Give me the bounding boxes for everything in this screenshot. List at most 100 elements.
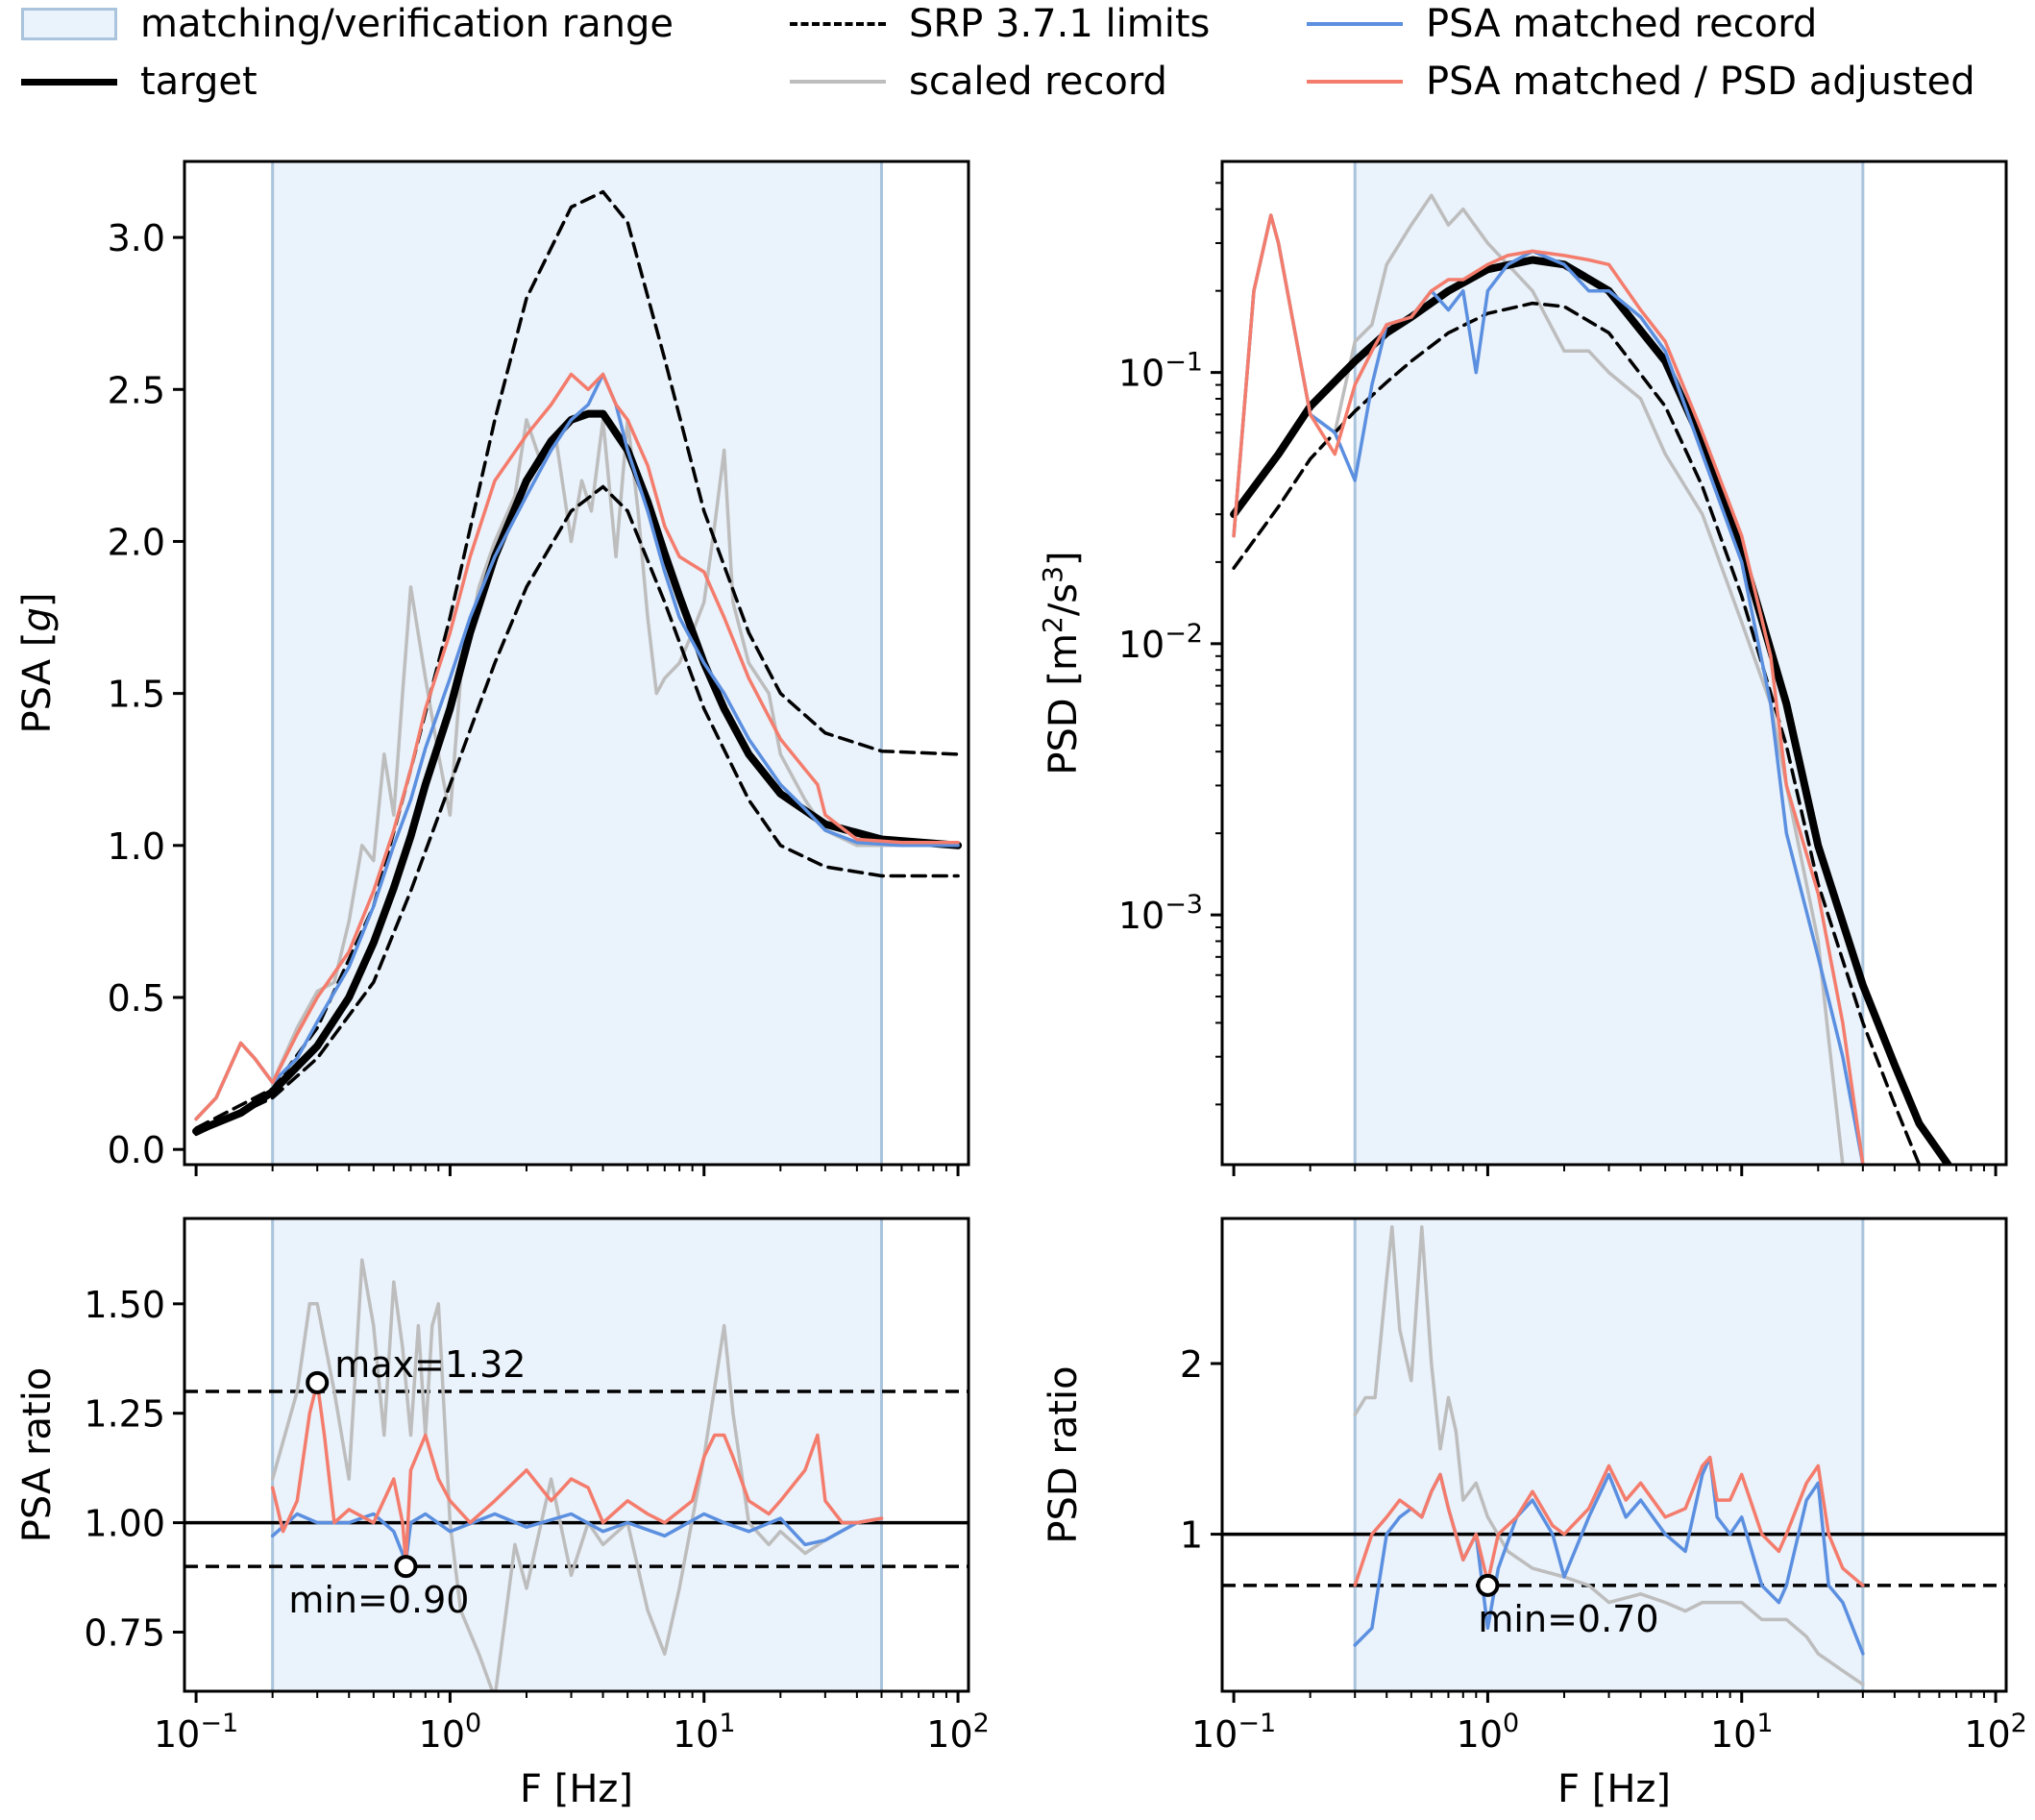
- x-tick-exp: 1: [719, 1709, 735, 1738]
- y-tick-base: 10: [1118, 353, 1165, 395]
- x-tick-exp: 1: [1756, 1709, 1773, 1738]
- legend-label: PSA matched record: [1426, 2, 1818, 46]
- verification-band: [272, 1218, 882, 1691]
- y-tick-label: 10−3: [1118, 890, 1203, 937]
- legend-label: target: [140, 60, 257, 104]
- plot-area: [192, 189, 963, 1137]
- legend-label: matching/verification range: [140, 2, 674, 46]
- y-tick-base: 10: [1118, 895, 1165, 937]
- marker-point: [306, 1370, 330, 1394]
- series-line-lower: [194, 484, 960, 1137]
- y-tick-label: 2: [1180, 1343, 1203, 1386]
- x-tick-label: 102: [926, 1709, 990, 1756]
- y-label-part: ]: [15, 593, 60, 608]
- y-tick-exp: −2: [1165, 619, 1203, 649]
- series-line-matched: [270, 1512, 884, 1564]
- legend-swatch: [1307, 58, 1403, 106]
- y-tick-label: 10−1: [1118, 348, 1203, 395]
- x-tick-base: 10: [419, 1713, 465, 1756]
- y-tick-label: 0.75: [84, 1612, 165, 1655]
- y-tick-label: 1.5: [108, 674, 165, 716]
- x-tick-base: 10: [673, 1713, 719, 1756]
- x-tick-base: 10: [1964, 1713, 2010, 1756]
- x-tick-base: 10: [154, 1713, 200, 1756]
- series-line-target: [1230, 256, 1952, 1165]
- y-axis-label: PSD ratio: [1042, 1365, 1086, 1543]
- legend-item: PSA matched record: [1307, 0, 1817, 48]
- legend-label: SRP 3.7.1 limits: [909, 2, 1211, 46]
- x-axis-label: F [Hz]: [1557, 1767, 1671, 1811]
- series-line-adjusted: [1232, 213, 1865, 1165]
- series-line-scaled: [1353, 1225, 1865, 1686]
- chart-psa: 0.0 0.5 1.0 1.5 2.0 2.5 3.0 PSA [g]: [15, 160, 970, 1176]
- x-tick-base: 10: [1710, 1713, 1756, 1756]
- axes-frame: [1220, 1217, 2008, 1693]
- marker-label: min=0.70: [1478, 1598, 1658, 1640]
- x-tick-label: 100: [1457, 1709, 1520, 1756]
- series-line-adjusted: [270, 1381, 884, 1564]
- legend-swatch: [21, 58, 117, 106]
- y-label-part: 2: [1037, 616, 1068, 633]
- x-tick-label: 101: [1710, 1709, 1774, 1756]
- y-label-part: g: [15, 607, 60, 631]
- x-tick-exp: 2: [973, 1709, 990, 1738]
- y-tick-label: 1.25: [84, 1393, 165, 1436]
- axes-frame: [183, 160, 970, 1167]
- marker-point: [1476, 1573, 1500, 1597]
- axes-frame: [1220, 160, 2008, 1167]
- x-tick-exp: −1: [1238, 1709, 1276, 1738]
- legend-swatch: [790, 0, 886, 48]
- y-tick-label: 0.5: [108, 977, 165, 1020]
- legend: matching/verification range SRP 3.7.1 lim…: [0, 0, 2035, 115]
- x-tick-label: 102: [1964, 1709, 2027, 1756]
- y-axis-label: PSA [g]: [15, 593, 60, 734]
- y-tick-label: 0.0: [108, 1129, 165, 1171]
- x-tick-label: 10−1: [154, 1709, 238, 1756]
- plot-area: [1230, 193, 1952, 1165]
- legend-item: SRP 3.7.1 limits: [790, 0, 1210, 48]
- y-tick-label: 1.0: [108, 825, 165, 868]
- x-tick-label: 101: [673, 1709, 736, 1756]
- x-tick-label: 10−1: [1191, 1709, 1276, 1756]
- y-axis-label: PSA ratio: [15, 1367, 60, 1543]
- legend-item: matching/verification range: [21, 0, 674, 48]
- y-tick-base: 10: [1118, 624, 1165, 666]
- x-tick-exp: 0: [1503, 1709, 1519, 1738]
- y-tick-label: 3.0: [108, 217, 165, 259]
- y-tick-label: 1.50: [84, 1284, 165, 1326]
- x-tick-label: 100: [419, 1709, 482, 1756]
- x-axis-label: F [Hz]: [520, 1767, 633, 1811]
- legend-swatch: [21, 8, 117, 40]
- y-tick-label: 10−2: [1118, 619, 1203, 666]
- series-line-scaled: [270, 1258, 884, 1691]
- x-tick-exp: 2: [2011, 1709, 2027, 1738]
- legend-swatch: [790, 58, 886, 106]
- legend-item: PSA matched / PSD adjusted: [1307, 58, 1975, 106]
- series-line-matched: [194, 372, 960, 1121]
- series-line-lower: [1232, 301, 1922, 1165]
- series-line-matched: [1232, 213, 1865, 1165]
- y-axis-label: PSD [m2/s3]: [1037, 551, 1086, 775]
- x-tick-exp: −1: [200, 1709, 238, 1738]
- y-label-part: 3: [1037, 566, 1068, 583]
- y-tick-label: 2.0: [108, 521, 165, 563]
- x-tick-base: 10: [926, 1713, 972, 1756]
- x-tick-exp: 0: [465, 1709, 481, 1738]
- y-tick-label: 1: [1180, 1514, 1203, 1557]
- y-tick-label: 2.5: [108, 369, 165, 411]
- y-label-part: PSA [: [15, 632, 60, 734]
- series-line-target: [192, 409, 963, 1136]
- x-tick-base: 10: [1457, 1713, 1503, 1756]
- y-tick-exp: −3: [1165, 890, 1203, 920]
- legend-item: target: [21, 58, 257, 106]
- series-line-adjusted: [194, 372, 960, 1121]
- legend-swatch: [1307, 0, 1403, 48]
- x-tick-base: 10: [1191, 1713, 1238, 1756]
- y-label-part: ]: [1042, 551, 1086, 566]
- y-label-part: PSD [m: [1042, 633, 1086, 775]
- y-tick-exp: −1: [1165, 348, 1203, 378]
- legend-label: PSA matched / PSD adjusted: [1426, 60, 1975, 104]
